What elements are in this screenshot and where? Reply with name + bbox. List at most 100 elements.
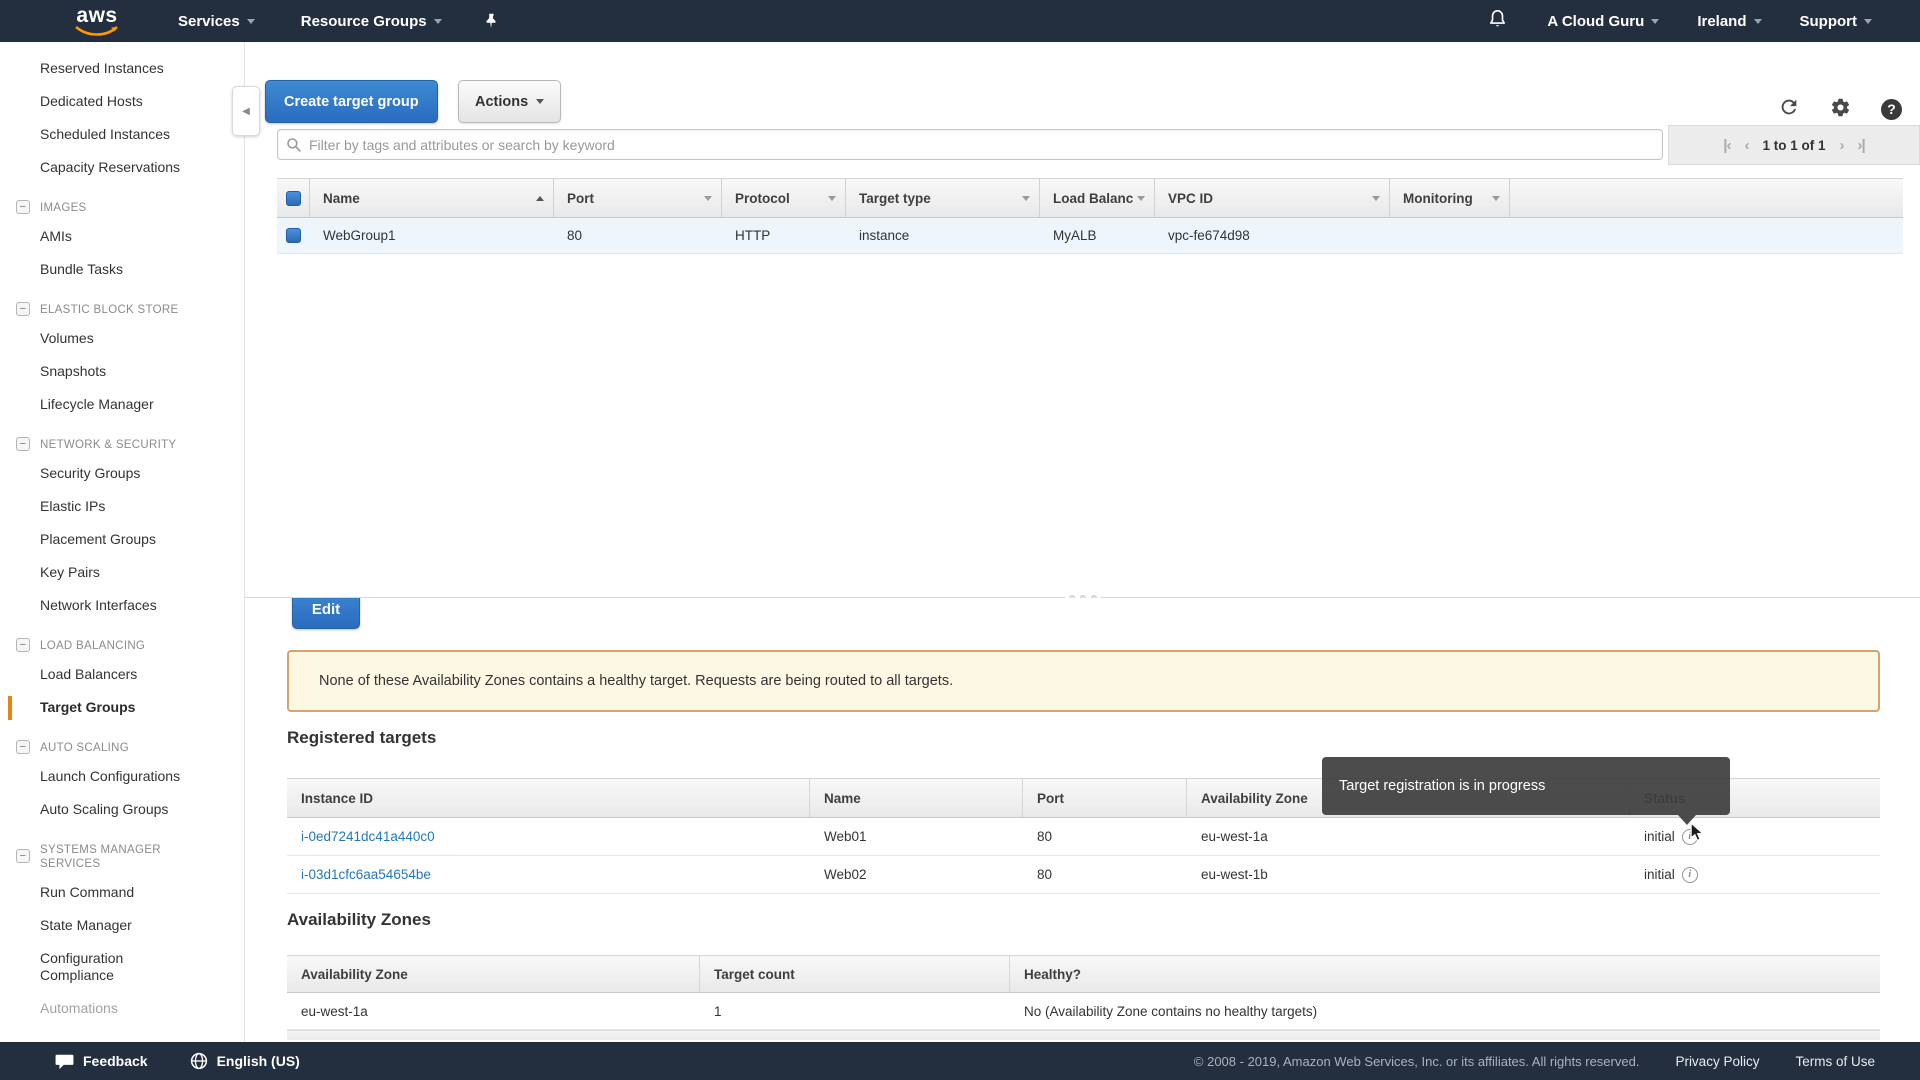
- pagination-prev-button[interactable]: ‹: [1744, 136, 1749, 154]
- region-label: Ireland: [1697, 12, 1747, 30]
- sidebar-item-placement-groups[interactable]: Placement Groups: [40, 531, 156, 547]
- column-header-protocol[interactable]: Protocol: [722, 179, 846, 217]
- chevron-down-icon: [1022, 195, 1030, 201]
- collapse-section-icon[interactable]: −: [16, 849, 30, 863]
- column-header-instance-id[interactable]: Instance ID: [287, 779, 810, 817]
- collapse-section-icon[interactable]: −: [16, 302, 30, 316]
- column-label: Monitoring: [1403, 190, 1473, 206]
- column-header-name[interactable]: Name: [810, 779, 1023, 817]
- privacy-policy-link[interactable]: Privacy Policy: [1675, 1053, 1760, 1069]
- copyright-text: © 2008 - 2019, Amazon Web Services, Inc.…: [1193, 1053, 1640, 1069]
- sidebar-item-security-groups[interactable]: Security Groups: [40, 465, 141, 481]
- sidebar-item-reserved-instances[interactable]: Reserved Instances: [40, 60, 164, 76]
- availability-zones-title: Availability Zones: [287, 910, 431, 929]
- instance-id-link[interactable]: i-0ed7241dc41a440c0: [301, 829, 435, 844]
- instance-id-link[interactable]: i-03d1cfc6aa54654be: [301, 867, 431, 882]
- sidebar-section-auto-scaling[interactable]: − AUTO SCALING: [0, 732, 244, 760]
- column-header-healthy[interactable]: Healthy?: [1024, 966, 1082, 982]
- sidebar-item-launch-configurations[interactable]: Launch Configurations: [40, 768, 181, 784]
- pin-shortcut-button[interactable]: [482, 12, 500, 30]
- status-tooltip: Target registration is in progress: [1322, 757, 1730, 825]
- sidebar-item-elastic-ips[interactable]: Elastic IPs: [40, 498, 106, 514]
- sidebar-collapse-button[interactable]: ◀: [232, 86, 260, 136]
- nav-region-menu[interactable]: Ireland: [1697, 12, 1762, 30]
- settings-button[interactable]: [1830, 97, 1851, 123]
- sidebar-item-run-command[interactable]: Run Command: [40, 884, 135, 900]
- sidebar-section-ebs[interactable]: − ELASTIC BLOCK STORE: [0, 294, 244, 322]
- sidebar-section-images[interactable]: − IMAGES: [0, 192, 244, 220]
- column-header-vpc-id[interactable]: VPC ID: [1155, 179, 1390, 217]
- sidebar-item-amis[interactable]: AMIs: [40, 228, 72, 244]
- sidebar-item-snapshots[interactable]: Snapshots: [40, 363, 107, 379]
- sidebar-item-state-manager[interactable]: State Manager: [40, 917, 132, 933]
- feedback-button[interactable]: Feedback: [55, 1053, 148, 1070]
- pagination-first-button[interactable]: |‹: [1723, 136, 1731, 154]
- sidebar-item-label: Target Groups: [40, 699, 136, 715]
- select-all-checkbox[interactable]: [285, 190, 301, 206]
- pagination-last-button[interactable]: ›|: [1857, 136, 1866, 154]
- column-label: Target type: [859, 190, 931, 206]
- sidebar-item-automations[interactable]: Automations: [40, 1000, 118, 1016]
- sidebar-item-network-interfaces[interactable]: Network Interfaces: [40, 597, 157, 613]
- cell-name: WebGroup1: [323, 228, 396, 243]
- sidebar-section-load-balancing[interactable]: − LOAD BALANCING: [0, 630, 244, 658]
- table-row-web01[interactable]: i-0ed7241dc41a440c0 Web01 80 eu-west-1a …: [287, 818, 1880, 856]
- column-header-target-type[interactable]: Target type: [846, 179, 1040, 217]
- collapse-section-icon[interactable]: −: [16, 200, 30, 214]
- sidebar-item-configuration-compliance[interactable]: Configuration Compliance: [40, 950, 124, 983]
- help-button[interactable]: ?: [1881, 99, 1902, 120]
- nav-services[interactable]: Services: [178, 13, 255, 30]
- column-header-availability-zone[interactable]: Availability Zone: [287, 956, 700, 992]
- sidebar-item-key-pairs[interactable]: Key Pairs: [40, 564, 100, 580]
- notifications-button[interactable]: [1486, 7, 1509, 36]
- nav-resource-groups[interactable]: Resource Groups: [301, 13, 442, 30]
- chevron-down-icon: [1137, 195, 1145, 201]
- actions-button[interactable]: Actions: [458, 80, 562, 123]
- footer-right-group: © 2008 - 2019, Amazon Web Services, Inc.…: [1194, 1054, 1875, 1069]
- filter-input[interactable]: [309, 136, 1654, 153]
- collapse-section-icon[interactable]: −: [16, 437, 30, 451]
- sort-ascending-icon: [536, 195, 544, 201]
- column-header-port[interactable]: Port: [1023, 779, 1187, 817]
- tooltip-text: Target registration is in progress: [1339, 778, 1546, 794]
- language-button[interactable]: English (US): [190, 1052, 300, 1070]
- sidebar-item-capacity-reservations[interactable]: Capacity Reservations: [40, 159, 181, 175]
- terms-of-use-link[interactable]: Terms of Use: [1795, 1053, 1875, 1069]
- search-icon: [287, 137, 301, 152]
- gear-icon: [1831, 98, 1850, 116]
- collapse-section-icon[interactable]: −: [16, 740, 30, 754]
- create-target-group-button[interactable]: Create target group: [265, 80, 438, 123]
- edit-button[interactable]: Edit: [292, 598, 360, 629]
- column-header-target-count[interactable]: Target count: [700, 956, 1010, 992]
- table-row-eu-west-1a[interactable]: eu-west-1a 1 No (Availability Zone conta…: [287, 993, 1880, 1030]
- column-header-filler: [1510, 179, 1903, 217]
- sidebar-item-target-groups[interactable]: Target Groups: [0, 691, 244, 724]
- pagination-next-button[interactable]: ›: [1839, 136, 1845, 154]
- cell-target-count: 1: [714, 1003, 722, 1019]
- sidebar-section-systems-manager[interactable]: − SYSTEMS MANAGER SERVICES: [0, 834, 225, 876]
- nav-account-menu[interactable]: A Cloud Guru: [1547, 13, 1660, 30]
- column-header-monitoring[interactable]: Monitoring: [1390, 179, 1510, 217]
- detail-panel: Edit None of these Availability Zones co…: [245, 598, 1920, 1042]
- cell-availability-zone: eu-west-1a: [1201, 829, 1268, 844]
- refresh-button[interactable]: [1778, 96, 1800, 123]
- row-checkbox[interactable]: [286, 228, 301, 243]
- column-header-port[interactable]: Port: [554, 179, 722, 217]
- aws-logo[interactable]: aws: [62, 5, 132, 36]
- sidebar-item-auto-scaling-groups[interactable]: Auto Scaling Groups: [40, 801, 169, 817]
- sidebar-item-volumes[interactable]: Volumes: [40, 330, 94, 346]
- info-icon[interactable]: i: [1681, 866, 1698, 883]
- sidebar-item-scheduled-instances[interactable]: Scheduled Instances: [40, 126, 170, 142]
- column-header-name[interactable]: Name: [310, 179, 554, 217]
- collapse-section-icon[interactable]: −: [16, 638, 30, 652]
- table-row-web02[interactable]: i-03d1cfc6aa54654be Web02 80 eu-west-1b …: [287, 856, 1880, 894]
- nav-support-menu[interactable]: Support: [1800, 13, 1872, 30]
- table-row-webgroup1[interactable]: WebGroup1 80 HTTP instance MyALB vpc-fe6…: [277, 218, 1903, 254]
- column-header-load-balancer[interactable]: Load Balanc: [1040, 179, 1155, 217]
- column-label: Load Balanc: [1053, 190, 1134, 206]
- sidebar-item-dedicated-hosts[interactable]: Dedicated Hosts: [40, 93, 143, 109]
- sidebar-item-load-balancers[interactable]: Load Balancers: [40, 666, 138, 682]
- sidebar-section-network-security[interactable]: − NETWORK & SECURITY: [0, 429, 244, 457]
- sidebar-item-lifecycle-manager[interactable]: Lifecycle Manager: [40, 396, 154, 412]
- sidebar-item-bundle-tasks[interactable]: Bundle Tasks: [40, 261, 124, 277]
